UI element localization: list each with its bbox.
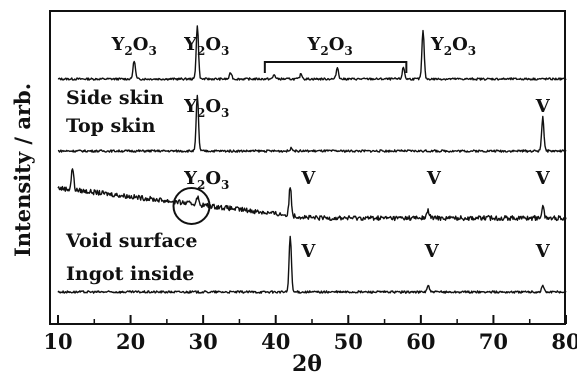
highlight-circle [172,187,211,225]
peak-annotation: V [300,241,316,262]
peak-annotation: Y2O3 [111,34,157,58]
peak-annotation: V [535,168,551,189]
peak-annotation: Y2O3 [183,96,229,120]
peak-annotation: V [426,168,442,189]
peak-annotation: V [424,241,440,262]
plot-frame [49,10,566,325]
x-tick-label: 40 [261,329,290,354]
x-tick-labels: 10 20 30 40 50 60 70 80 [43,329,577,354]
x-tick-label: 80 [551,329,577,354]
peak-annotation: Y2O3 [183,34,229,58]
peak-annotation: Y2O3 [430,34,476,58]
series-line [57,168,567,222]
series-line [57,25,567,81]
series-line [57,94,567,153]
x-ticks [57,315,567,324]
series-line [57,235,567,294]
x-tick-label: 30 [189,329,218,354]
series-label: Ingot inside [66,263,194,285]
series-label: Top skin [66,115,156,137]
x-tick-label: 20 [116,329,145,354]
y2o3-bracket [263,61,408,73]
series-labels: Side skin Top skin Void surface Ingot insid… [65,87,197,285]
series-traces [57,25,567,294]
y-axis-label: Intensity / arb. [10,83,35,257]
x-axis-label: 2θ [292,351,322,377]
peak-annotation: V [300,168,316,189]
x-tick-label: 10 [43,329,72,354]
x-tick-label: 60 [406,329,435,354]
peak-annotation: V [535,96,551,117]
peak-annotations: Y2O3 Y2O3 Y2O3 Y2O3 Y2O3 V Y2O3 V V V V V V [111,34,551,262]
peak-annotation: Y2O3 [183,168,229,192]
series-label: Void surface [65,230,197,252]
x-tick-label: 50 [334,329,363,354]
peak-annotation: V [535,241,551,262]
x-tick-label: 70 [479,329,508,354]
series-label: Side skin [66,87,164,109]
peak-annotation: Y2O3 [307,34,353,58]
